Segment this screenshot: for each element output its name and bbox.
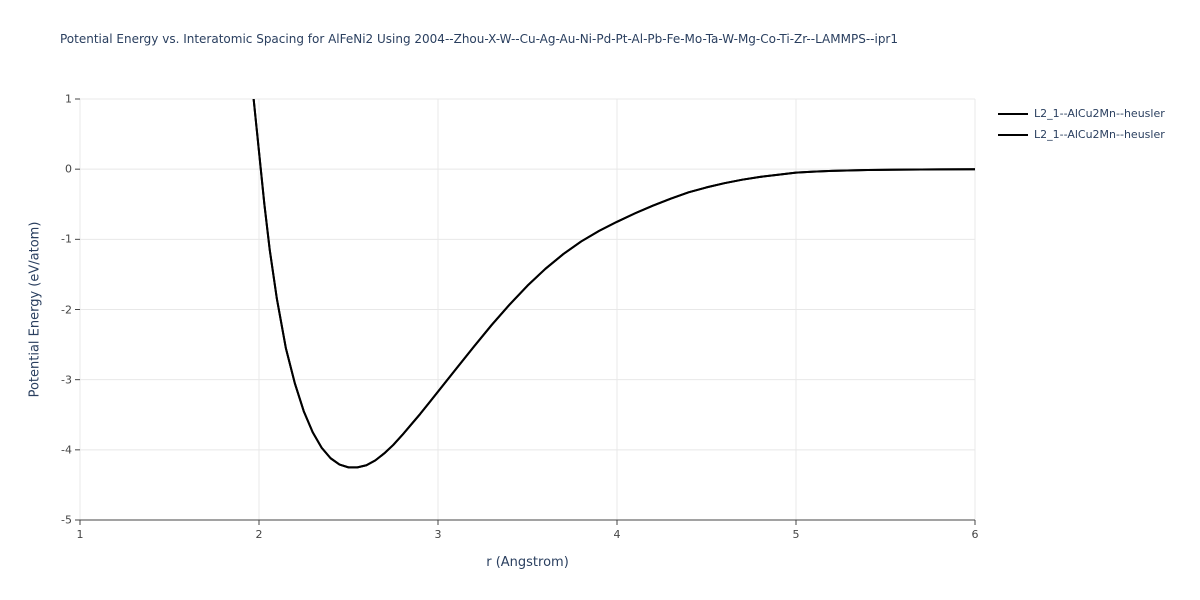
x-tick-label: 6	[971, 528, 979, 541]
legend: L2_1--AlCu2Mn--heusler L2_1--AlCu2Mn--heu…	[998, 103, 1165, 145]
chart-title: Potential Energy vs. Interatomic Spacing…	[60, 32, 899, 46]
legend-item[interactable]: L2_1--AlCu2Mn--heusler	[998, 124, 1165, 145]
legend-label: L2_1--AlCu2Mn--heusler	[1034, 107, 1165, 120]
x-axis-label: r (Angstrom)	[486, 555, 569, 570]
series-curve	[252, 99, 975, 469]
x-tick-label: 1	[76, 528, 84, 541]
legend-line-swatch	[998, 133, 1028, 136]
legend-line-swatch	[998, 112, 1028, 115]
x-tick-label: 4	[613, 528, 621, 541]
y-tick-label: -5	[61, 513, 72, 527]
x-tick-label: 3	[434, 528, 442, 541]
legend-item[interactable]: L2_1--AlCu2Mn--heusler	[998, 103, 1165, 124]
y-tick-label: -4	[61, 443, 72, 457]
y-tick-label: -1	[61, 232, 72, 246]
x-tick-label: 2	[255, 528, 263, 541]
series-curve	[252, 99, 975, 469]
x-tick-label: 5	[792, 528, 800, 541]
y-tick-label: -3	[61, 373, 72, 387]
y-tick-label: 1	[65, 92, 72, 106]
y-tick-label: 0	[65, 162, 72, 176]
legend-label: L2_1--AlCu2Mn--heusler	[1034, 128, 1165, 141]
y-axis-label: Potential Energy (eV/atom)	[27, 221, 43, 398]
y-tick-label: -2	[61, 303, 72, 316]
